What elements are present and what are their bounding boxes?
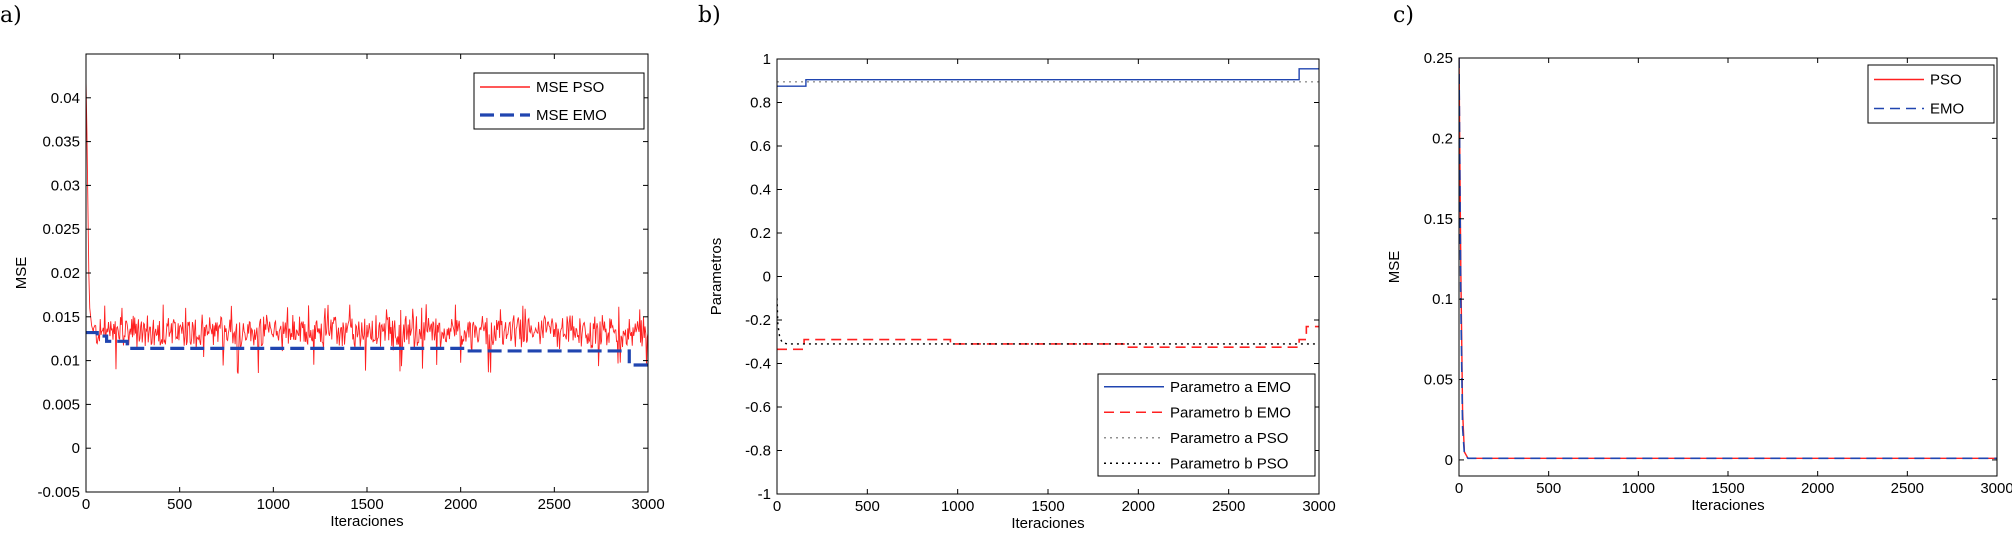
y-tick-label: 0.25: [1424, 50, 1453, 67]
legend-label: MSE PSO: [536, 79, 604, 96]
panel-letter: c): [1393, 3, 1414, 28]
legend: PSO EMO: [1867, 64, 1995, 124]
y-tick-label: 0: [72, 440, 80, 457]
y-tick-label: -0.6: [745, 399, 771, 416]
x-axis-label: Iteraciones: [330, 513, 403, 530]
x-tick-label: 500: [1536, 480, 1561, 497]
x-tick-label: 1500: [1711, 480, 1744, 497]
y-tick-label: 0.005: [42, 396, 80, 413]
legend-box: [1097, 373, 1316, 477]
y-tick-label: 0.03: [51, 177, 80, 194]
y-tick-label: 0.01: [51, 353, 80, 370]
x-tick-label: 3000: [1980, 480, 2012, 497]
x-tick-label: 2500: [538, 496, 571, 513]
y-tick-label: 1: [763, 51, 771, 68]
y-tick-label: 0.6: [750, 138, 771, 155]
legend-label: Parametro a PSO: [1170, 430, 1288, 447]
x-tick-label: 1000: [1622, 480, 1655, 497]
x-tick-label: 1000: [941, 498, 974, 515]
x-tick-label: 2500: [1891, 480, 1924, 497]
x-tick-label: 3000: [631, 496, 664, 513]
legend-label: Parametro b PSO: [1170, 455, 1288, 472]
x-tick-label: 1000: [257, 496, 290, 513]
legend-label: Parametro a EMO: [1170, 379, 1291, 396]
y-tick-label: 0.015: [42, 309, 80, 326]
y-tick-label: 0: [1445, 452, 1453, 469]
chart-panel-2: b) 0 500 1000 1500 2000 2500 3000 -1 -0.8 -0.6 -0.4…: [698, 3, 1336, 532]
chart-panel-3: c) 0 500 1000 1500 2000 2500 3000 0 0.05 0.1 0.15 0.…: [1386, 3, 2012, 514]
y-tick-label: 0.035: [42, 134, 80, 151]
y-tick-label: 0.2: [750, 225, 771, 242]
legend: MSE PSO MSE EMO: [473, 72, 645, 130]
x-tick-label: 3000: [1302, 498, 1335, 515]
x-axis-label: Iteraciones: [1691, 497, 1764, 514]
y-axis-label: MSE: [13, 257, 30, 290]
panel-letter: b): [698, 3, 721, 28]
x-axis-label: Iteraciones: [1011, 515, 1084, 532]
series-line-parametro-b-pso: [777, 298, 1319, 345]
chart-panel-1: a)0 500 1000 1500 2000 2500 3000-0.00500.0050.…: [0, 3, 665, 530]
y-tick-label: 0.05: [1424, 372, 1453, 389]
y-tick-label: 0.1: [1432, 291, 1453, 308]
x-tick-label: 500: [855, 498, 880, 515]
y-tick-label: 0: [763, 269, 771, 286]
x-tick-label: 1500: [1031, 498, 1064, 515]
series-line-parametro-a-emo: [777, 68, 1319, 87]
legend-label: PSO: [1930, 72, 1962, 89]
x-tick-label: 2000: [1801, 480, 1834, 497]
y-tick-label: -0.8: [745, 443, 771, 460]
legend-label: Parametro b EMO: [1170, 404, 1291, 421]
series-line-emo: [1459, 58, 1997, 460]
series-group: [1459, 58, 1997, 460]
panel-letter: a): [0, 3, 22, 28]
x-tick-label: 0: [1455, 480, 1463, 497]
y-tick-label: 0.04: [51, 90, 80, 107]
x-tick-label: 500: [167, 496, 192, 513]
y-axis-label: Parametros: [708, 238, 725, 316]
legend-label: EMO: [1930, 101, 1964, 118]
y-tick-label: -0.2: [745, 312, 771, 329]
y-tick-label: 0.15: [1424, 211, 1453, 228]
x-tick-label: 0: [773, 498, 781, 515]
series-group: [777, 68, 1319, 351]
x-tick-label: 0: [82, 496, 90, 513]
legend-label: MSE EMO: [536, 107, 607, 124]
y-tick-label: 0.8: [750, 95, 771, 112]
series-group: [86, 80, 648, 374]
y-tick-label: 0.025: [42, 221, 80, 238]
x-tick-label: 2000: [444, 496, 477, 513]
x-tick-label: 2000: [1122, 498, 1155, 515]
y-tick-label: 0.02: [51, 265, 80, 282]
legend: Parametro a EMO Parametro b EMO Parametro …: [1097, 373, 1316, 477]
y-tick-label: 0.4: [750, 182, 771, 199]
y-tick-label: -0.4: [745, 356, 771, 373]
y-tick-label: -0.005: [37, 484, 80, 501]
x-tick-label: 2500: [1212, 498, 1245, 515]
series-line-mse-emo: [86, 330, 648, 367]
y-tick-label: -1: [758, 486, 771, 503]
y-axis-label: MSE: [1386, 251, 1403, 284]
series-line-parametro-b-emo: [777, 325, 1319, 351]
series-line-mse-pso: [86, 80, 648, 374]
legend-box: [473, 72, 645, 130]
x-tick-label: 1500: [350, 496, 383, 513]
y-tick-label: 0.2: [1432, 130, 1453, 147]
legend-box: [1867, 64, 1995, 124]
